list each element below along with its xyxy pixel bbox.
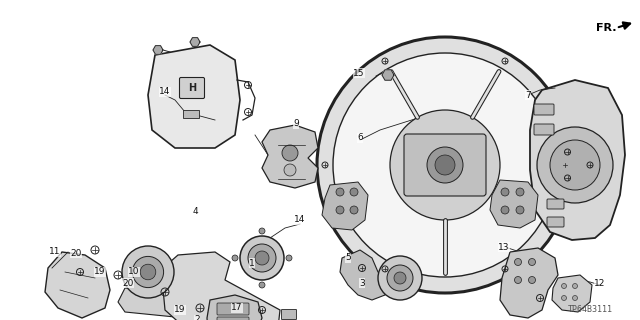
Circle shape	[435, 155, 455, 175]
Circle shape	[336, 188, 344, 196]
Circle shape	[317, 37, 573, 293]
Polygon shape	[148, 45, 240, 148]
Polygon shape	[45, 252, 110, 318]
Text: 17: 17	[231, 303, 243, 313]
FancyBboxPatch shape	[534, 124, 554, 135]
Text: 19: 19	[94, 268, 106, 276]
Circle shape	[333, 53, 557, 277]
Text: 2: 2	[194, 316, 200, 320]
Circle shape	[561, 284, 566, 289]
Circle shape	[537, 127, 613, 203]
Text: 5: 5	[345, 253, 351, 262]
Polygon shape	[162, 252, 280, 320]
Circle shape	[259, 228, 265, 234]
Text: 3: 3	[359, 278, 365, 287]
Circle shape	[240, 236, 284, 280]
FancyBboxPatch shape	[217, 303, 249, 315]
Text: 15: 15	[353, 68, 365, 77]
Text: 20: 20	[70, 249, 82, 258]
Circle shape	[282, 145, 298, 161]
Text: 13: 13	[499, 243, 509, 252]
Circle shape	[515, 259, 522, 266]
Circle shape	[248, 244, 276, 272]
Circle shape	[573, 295, 577, 300]
Polygon shape	[207, 295, 262, 320]
Polygon shape	[340, 250, 388, 300]
Text: 6: 6	[357, 133, 363, 142]
Polygon shape	[118, 288, 200, 318]
Circle shape	[516, 188, 524, 196]
FancyBboxPatch shape	[217, 317, 249, 320]
Circle shape	[516, 206, 524, 214]
Polygon shape	[500, 248, 558, 318]
Circle shape	[378, 256, 422, 300]
Text: FR.: FR.	[596, 23, 616, 33]
FancyBboxPatch shape	[534, 104, 554, 115]
Circle shape	[255, 251, 269, 265]
Polygon shape	[552, 275, 592, 312]
Text: 12: 12	[595, 279, 605, 289]
Circle shape	[501, 206, 509, 214]
Bar	[183, 110, 199, 118]
Text: H: H	[188, 83, 196, 93]
Text: 20: 20	[122, 278, 134, 287]
Text: 9: 9	[293, 119, 299, 129]
Circle shape	[387, 265, 413, 291]
Polygon shape	[262, 125, 318, 188]
Polygon shape	[490, 180, 538, 228]
FancyBboxPatch shape	[547, 217, 564, 227]
FancyBboxPatch shape	[404, 134, 486, 196]
Circle shape	[427, 147, 463, 183]
Circle shape	[501, 188, 509, 196]
Circle shape	[529, 276, 536, 284]
Polygon shape	[322, 182, 368, 230]
Circle shape	[350, 188, 358, 196]
Circle shape	[132, 256, 164, 288]
Circle shape	[232, 255, 238, 261]
Circle shape	[390, 110, 500, 220]
Circle shape	[259, 282, 265, 288]
Text: 10: 10	[128, 268, 140, 276]
FancyBboxPatch shape	[179, 77, 205, 99]
Text: TP64B3111: TP64B3111	[568, 306, 612, 315]
Circle shape	[529, 259, 536, 266]
Text: 4: 4	[192, 207, 198, 217]
Text: 19: 19	[174, 306, 186, 315]
Polygon shape	[190, 38, 200, 46]
Circle shape	[284, 164, 296, 176]
Polygon shape	[530, 80, 625, 240]
Circle shape	[550, 140, 600, 190]
FancyBboxPatch shape	[547, 199, 564, 209]
FancyBboxPatch shape	[282, 309, 296, 319]
Text: 14: 14	[294, 215, 306, 225]
Polygon shape	[153, 46, 163, 54]
Circle shape	[515, 276, 522, 284]
Circle shape	[122, 246, 174, 298]
Circle shape	[336, 206, 344, 214]
Text: 14: 14	[159, 87, 171, 97]
Circle shape	[286, 255, 292, 261]
Circle shape	[394, 272, 406, 284]
Circle shape	[140, 264, 156, 280]
Circle shape	[573, 284, 577, 289]
Text: 7: 7	[525, 91, 531, 100]
Polygon shape	[382, 70, 394, 80]
Text: 11: 11	[49, 247, 61, 257]
Circle shape	[350, 206, 358, 214]
Circle shape	[561, 295, 566, 300]
Text: 1: 1	[249, 259, 255, 268]
